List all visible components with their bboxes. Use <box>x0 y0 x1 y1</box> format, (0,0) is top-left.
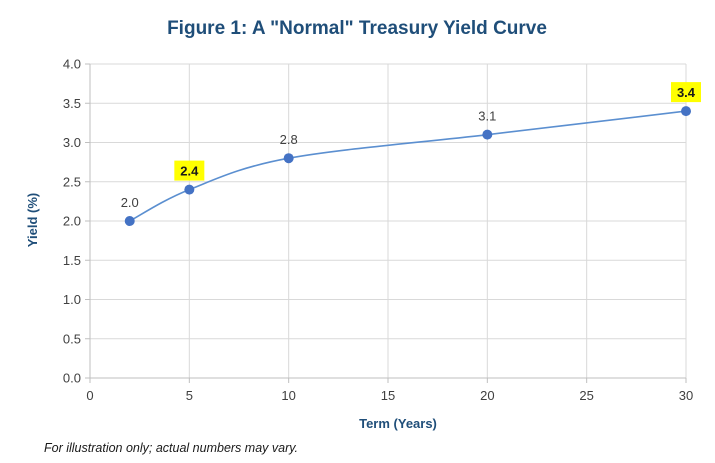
footnote: For illustration only; actual numbers ma… <box>44 441 299 455</box>
y-tick-label: 0.0 <box>63 371 81 386</box>
x-tick-label: 30 <box>679 388 693 403</box>
data-label: 3.4 <box>677 85 696 100</box>
data-label: 2.0 <box>121 195 139 210</box>
y-tick-label: 0.5 <box>63 331 81 346</box>
x-tick-label: 5 <box>186 388 193 403</box>
y-tick-label: 2.0 <box>63 214 81 229</box>
y-tick-labels: 0.0 0.5 1.0 1.5 2.0 2.5 3.0 3.5 4.0 <box>63 57 81 386</box>
data-label: 3.1 <box>478 109 496 124</box>
x-axis-title: Term (Years) <box>359 416 437 431</box>
chart-title: Figure 1: A "Normal" Treasury Yield Curv… <box>167 18 547 39</box>
y-tick-label: 1.0 <box>63 292 81 307</box>
data-label: 2.8 <box>280 132 298 147</box>
y-axis-title: Yield (%) <box>25 193 40 247</box>
data-label: 2.4 <box>180 164 199 179</box>
data-label-highlight <box>174 160 205 181</box>
x-tick-labels: 0 5 10 15 20 25 30 <box>86 388 693 403</box>
data-label-highlight <box>671 82 701 103</box>
x-tick-label: 25 <box>579 388 593 403</box>
y-tick-label: 3.0 <box>63 135 81 150</box>
data-labels: 2.0 2.4 2.8 3.1 3.4 <box>121 82 701 210</box>
y-tick-label: 2.5 <box>63 174 81 189</box>
yield-curve-chart: Figure 1: A "Normal" Treasury Yield Curv… <box>25 18 701 431</box>
data-point <box>283 153 294 164</box>
x-tick-label: 15 <box>381 388 395 403</box>
x-tick-label: 20 <box>480 388 494 403</box>
y-tick-label: 3.5 <box>63 96 81 111</box>
data-point <box>184 184 195 195</box>
series-line <box>129 110 687 222</box>
data-point <box>124 216 135 226</box>
x-tick-label: 10 <box>281 388 295 403</box>
data-point <box>681 106 691 117</box>
y-tick-label: 4.0 <box>63 57 81 72</box>
x-tick-label: 0 <box>86 388 93 403</box>
data-point <box>482 129 493 140</box>
y-tick-label: 1.5 <box>63 253 81 268</box>
data-points <box>124 106 691 226</box>
axes <box>85 63 687 383</box>
gridlines <box>89 63 687 379</box>
